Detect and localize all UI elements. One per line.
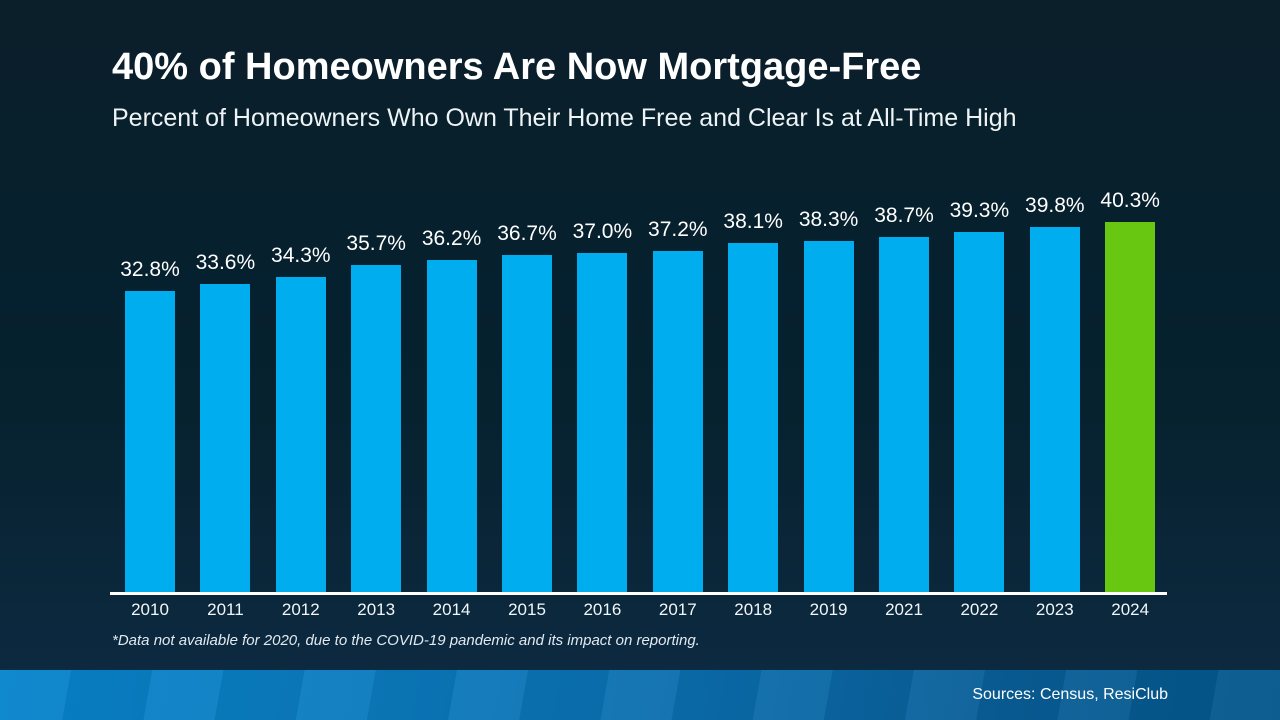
- sources-text: Sources: Census, ResiClub: [972, 686, 1168, 703]
- bar-value-label: 34.3%: [271, 244, 331, 267]
- x-axis-tick-label: 2012: [281, 600, 320, 619]
- x-axis-tick-label: 2017: [658, 600, 697, 619]
- bar-value-label: 39.8%: [1025, 194, 1085, 217]
- bar: [577, 253, 628, 592]
- bar-value-label: 33.6%: [195, 251, 256, 274]
- bar-value-label: 39.3%: [949, 199, 1010, 222]
- bar: [879, 237, 929, 592]
- bar-value-label: 38.1%: [723, 210, 783, 233]
- x-axis-tick-label: 2018: [734, 600, 773, 619]
- x-axis-tick-label: 2019: [809, 600, 848, 619]
- chart-title: 40% of Homeowners Are Now Mortgage-Free: [112, 46, 922, 88]
- x-axis-tick-label: 2016: [583, 600, 622, 619]
- bar-value-label: 36.2%: [421, 227, 482, 250]
- bar: [426, 260, 477, 592]
- x-axis-tick-label: 2024: [1111, 600, 1150, 619]
- x-axis-line: [110, 592, 1167, 595]
- bar: [1105, 222, 1156, 592]
- chart-footnote: *Data not available for 2020, due to the…: [112, 632, 700, 649]
- x-axis-tick-label: 2022: [960, 600, 999, 619]
- bar: [200, 284, 251, 592]
- bar: [351, 265, 402, 592]
- x-axis-tick-label: 2015: [508, 600, 546, 619]
- bar: [652, 251, 703, 592]
- x-axis-tick-label: 2013: [357, 600, 396, 619]
- bar: [803, 241, 854, 592]
- bar: [502, 255, 552, 592]
- bar-value-label: 38.7%: [874, 204, 934, 227]
- x-axis-tick-label: 2021: [885, 600, 923, 619]
- bar: [728, 243, 779, 592]
- chart-subtitle: Percent of Homeowners Who Own Their Home…: [112, 104, 1017, 132]
- bar-value-label: 37.2%: [648, 218, 708, 241]
- bar: [1029, 227, 1080, 592]
- footer-bar: Sources: Census, ResiClub: [0, 670, 1280, 720]
- bar-value-label: 38.3%: [798, 208, 859, 231]
- bar: [275, 277, 326, 592]
- bar: [125, 291, 175, 592]
- x-axis-tick-label: 2010: [131, 600, 169, 619]
- x-axis-tick-label: 2014: [432, 600, 471, 619]
- x-axis-tick-label: 2023: [1035, 600, 1074, 619]
- bar-value-label: 36.7%: [497, 222, 557, 245]
- bar: [954, 232, 1005, 592]
- bar-value-label: 40.3%: [1100, 189, 1160, 212]
- bar-value-label: 37.0%: [572, 220, 633, 243]
- x-axis-tick-label: 2011: [207, 600, 244, 619]
- bar-value-label: 32.8%: [120, 258, 180, 281]
- bar-value-label: 35.7%: [346, 232, 406, 255]
